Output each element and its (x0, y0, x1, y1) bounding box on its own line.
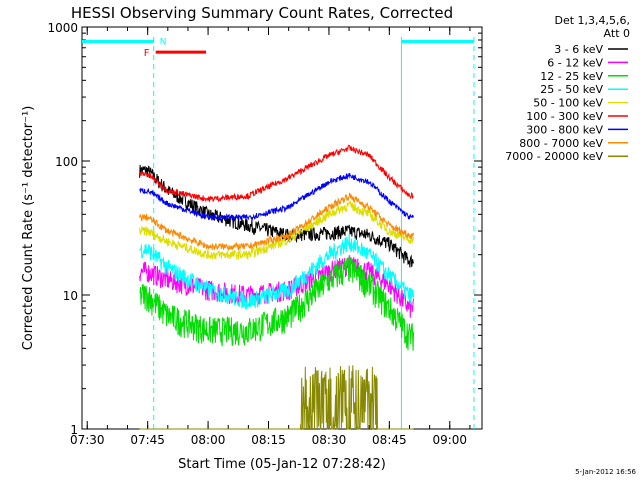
legend-header-2: Att 0 (604, 27, 630, 40)
legend-label-2: 12 - 25 keV (540, 70, 603, 83)
series-12to25keV-line (139, 255, 414, 351)
legend-label-7: 800 - 7000 keV (519, 137, 603, 150)
legend-label-4: 50 - 100 keV (533, 97, 603, 110)
y-tick-label-1: 10 (63, 289, 78, 303)
x-tick-label-1: 07:45 (130, 433, 165, 447)
y-axis-label: Corrected Count Rate (s⁻¹ detector⁻¹) (21, 106, 36, 351)
legend-label-0: 3 - 6 keV (554, 43, 603, 56)
x-axis-label: Start Time (05-Jan-12 07:28:42) (178, 457, 386, 472)
flag-label-n: N (160, 37, 167, 47)
series-layer (139, 144, 414, 431)
x-tick-label-6: 09:00 (432, 433, 467, 447)
y-tick-label-2: 100 (55, 155, 78, 169)
x-tick-label-5: 08:45 (372, 433, 407, 447)
series-25to50keV-line (139, 233, 414, 311)
x-tick-label-3: 08:15 (251, 433, 286, 447)
chart-title: HESSI Observing Summary Count Rates, Cor… (71, 4, 453, 22)
footer-timestamp: 5-Jan-2012 16:56 (575, 468, 636, 476)
legend-label-3: 25 - 50 keV (540, 83, 603, 96)
series-100to300keV-line (139, 144, 414, 203)
series-6to12keV-line (139, 255, 414, 318)
x-tick-label-2: 08:00 (191, 433, 226, 447)
y-tick-label-3: 1000 (47, 21, 78, 35)
series-3to6keV-line (139, 164, 414, 268)
axes-layer: 07:30 07:45 08:00 08:15 08:30 08:45 09:00 1 10 10… (47, 21, 482, 447)
x-tick-label-0: 07:30 (70, 433, 105, 447)
legend-label-5: 100 - 300 keV (526, 110, 603, 123)
series-7000to20000keV-line (139, 365, 414, 431)
legend-header-1: Det 1,3,4,5,6, (554, 14, 630, 27)
x-tick-label-4: 08:30 (312, 433, 347, 447)
legend-label-6: 300 - 800 keV (526, 123, 603, 136)
series-50to100keV-line (139, 200, 414, 260)
legend-label-8: 7000 - 20000 keV (505, 150, 603, 163)
legend-label-1: 6 - 12 keV (547, 56, 603, 69)
series-800to7000keV-line (139, 192, 414, 252)
y-tick-label-0: 1 (70, 423, 78, 437)
series-300to800keV-line (139, 172, 414, 222)
flag-label-f: F (144, 48, 150, 59)
